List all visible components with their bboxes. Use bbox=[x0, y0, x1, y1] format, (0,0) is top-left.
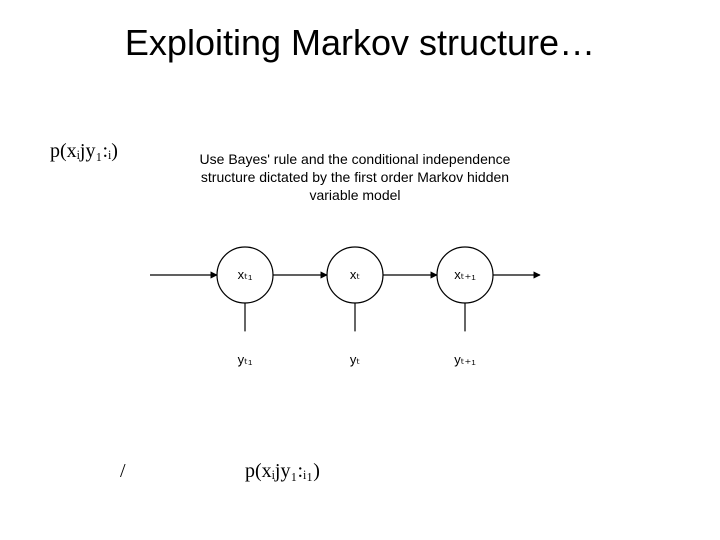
node-label-xt: xₜ bbox=[350, 267, 361, 282]
formula-bottom-left: / bbox=[120, 460, 126, 483]
formula-bottom-right: p(xᵢjy₁:ᵢ₁) bbox=[245, 460, 320, 483]
node-label-yt-1: yₜ₁ bbox=[238, 352, 253, 367]
node-label-yt+1: yₜ₊₁ bbox=[454, 352, 476, 367]
subtitle-text: Use Bayes' rule and the conditional inde… bbox=[190, 150, 520, 205]
hmm-diagram: xₜ₁ xₜ xₜ₊₁ yₜ₁ yₜ yₜ₊₁ bbox=[140, 230, 560, 390]
node-label-xt+1: xₜ₊₁ bbox=[454, 267, 476, 282]
hmm-svg: xₜ₁ xₜ xₜ₊₁ yₜ₁ yₜ yₜ₊₁ bbox=[140, 230, 560, 390]
page-title: Exploiting Markov structure… bbox=[0, 22, 720, 64]
node-label-xt-1: xₜ₁ bbox=[238, 267, 253, 282]
node-label-yt: yₜ bbox=[350, 352, 361, 367]
formula-top: p(xᵢjy₁:ᵢ) bbox=[50, 140, 118, 163]
